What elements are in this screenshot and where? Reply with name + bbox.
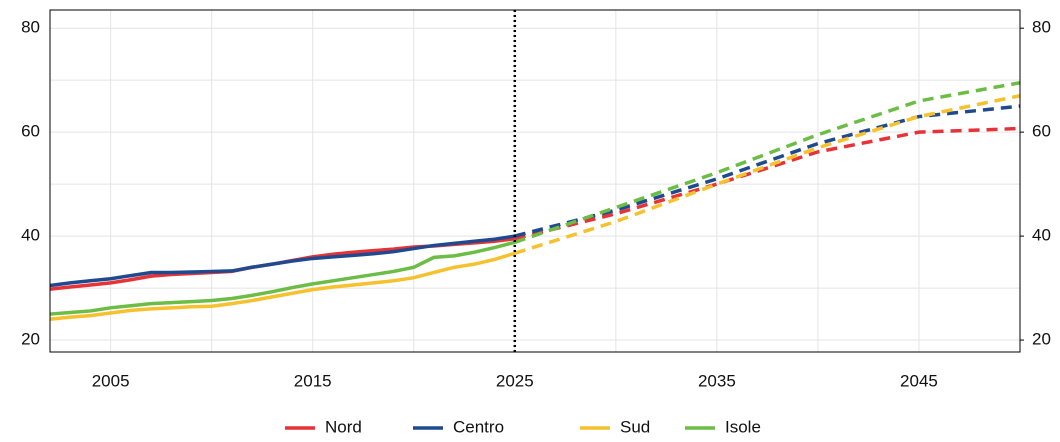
x-tick-label: 2045 [900,371,938,390]
y2-tick-label: 80 [1032,18,1051,37]
series-line [49,251,516,321]
y-tick-label: 20 [21,330,40,349]
legend-label: Centro [453,417,504,436]
y2-tick-label: 60 [1032,122,1051,141]
plot-frame [49,9,1021,353]
y2-tick-label: 40 [1032,226,1051,245]
series-line [49,234,516,288]
y-tick-label: 60 [21,122,40,141]
y-tick-label: 40 [21,226,40,245]
y-tick-label: 80 [21,18,40,37]
series-line [49,240,516,316]
x-tick-label: 2015 [294,371,332,390]
projection-line [514,126,1021,241]
legend-label: Sud [620,417,650,436]
legend-label: Isole [725,417,761,436]
projection-line [514,104,1021,238]
projection-line [514,94,1021,255]
x-tick-label: 2005 [92,371,130,390]
y2-tick-label: 20 [1032,330,1051,349]
legend-label: Nord [325,417,362,436]
x-tick-label: 2035 [698,371,736,390]
x-tick-label: 2025 [496,371,534,390]
